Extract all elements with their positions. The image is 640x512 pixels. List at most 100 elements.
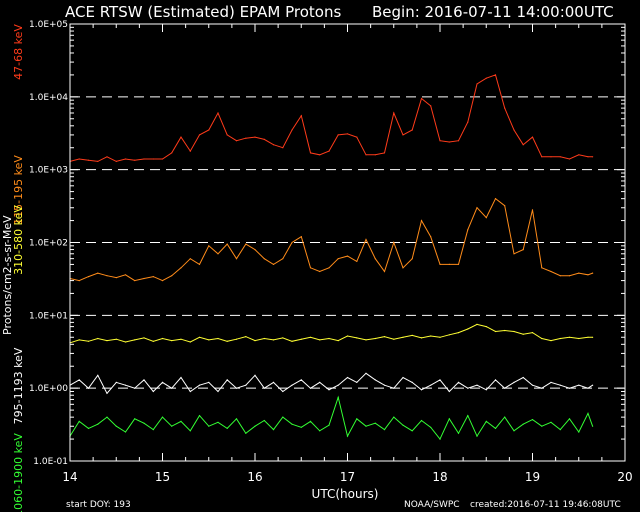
data-point [245,384,247,386]
data-point [411,381,413,383]
data-point [420,97,423,100]
legend-entry: 115-195 keV [12,155,25,225]
data-point [346,255,349,257]
data-point [189,150,191,152]
data-point [457,332,460,334]
source-label: NOAA/SWPC [404,500,460,510]
series-line-5 [69,395,594,441]
data-point [171,152,173,154]
data-point [550,421,552,423]
data-point [346,376,349,379]
data-point [337,134,339,136]
data-point [448,390,450,393]
data-point [300,379,302,381]
data-point [226,134,228,136]
data-point [374,337,376,340]
data-point [106,416,108,418]
data-point [226,427,228,429]
data-point [439,140,441,142]
chart-title: ACE RTSW (Estimated) EPAM Protons [65,3,341,21]
data-point [254,249,256,251]
data-point [291,423,293,425]
y-tick-label: 1.0E-01 [33,457,68,467]
data-point [346,133,349,135]
data-point [87,427,90,429]
data-point [282,390,284,393]
data-point [411,258,413,260]
data-point [180,136,182,138]
data-point [578,272,580,274]
data-point [430,335,432,337]
data-point [476,83,478,85]
data-point [346,335,349,337]
y-tick-label: 1.0E+00 [29,384,68,394]
data-point [198,263,201,265]
data-point [337,340,339,342]
series-line-2 [69,197,593,282]
data-point [328,389,330,391]
data-point [143,379,145,381]
data-point [531,384,534,386]
data-point [87,340,90,342]
x-tick-label: 20 [617,470,632,484]
data-point [245,137,247,139]
data-point [282,416,284,418]
y-axis-label-group: Protons/cm2-s-sr-MeV [1,215,14,335]
data-point [476,207,478,209]
data-point [134,418,136,420]
data-point [171,425,173,427]
data-point [309,420,312,422]
data-point [467,387,469,389]
data-point [115,338,117,340]
data-point [541,337,543,340]
data-point [97,374,99,376]
data-point [124,274,127,276]
data-point [411,129,413,131]
data-point [485,77,487,79]
data-point [513,253,515,255]
data-point [522,333,524,335]
data-point [235,258,238,260]
data-point [245,432,247,434]
data-point [383,336,386,338]
data-point [189,258,191,260]
data-point [208,245,210,247]
data-point [87,387,90,389]
data-point [226,243,228,245]
data-point [189,430,191,432]
data-point [337,384,339,386]
data-point [328,267,330,269]
data-point [504,329,506,332]
data-point [504,416,506,418]
legend-entry: 795-1193 keV [12,347,25,424]
data-point [171,275,173,277]
data-point [208,129,210,131]
data-point [457,381,460,383]
data-point [383,384,386,386]
data-point [217,253,219,255]
data-point [134,159,136,161]
data-point [559,429,561,431]
data-point [180,338,182,340]
data-point [522,423,524,425]
data-point [402,376,404,379]
data-point [356,381,358,383]
data-point [430,384,432,386]
data-point [226,379,228,381]
data-point [559,384,561,386]
data-point [550,156,552,158]
data-point [78,280,80,282]
data-point [578,431,580,433]
data-point [448,141,450,143]
data-point [365,238,367,241]
data-point [531,136,534,138]
data-point [282,258,284,260]
data-point [78,379,80,381]
data-point [513,129,515,131]
data-point [550,381,552,383]
data-point [337,396,339,398]
data-point [217,390,219,393]
data-point [420,220,423,222]
data-point [217,337,219,340]
data-point [374,258,376,260]
